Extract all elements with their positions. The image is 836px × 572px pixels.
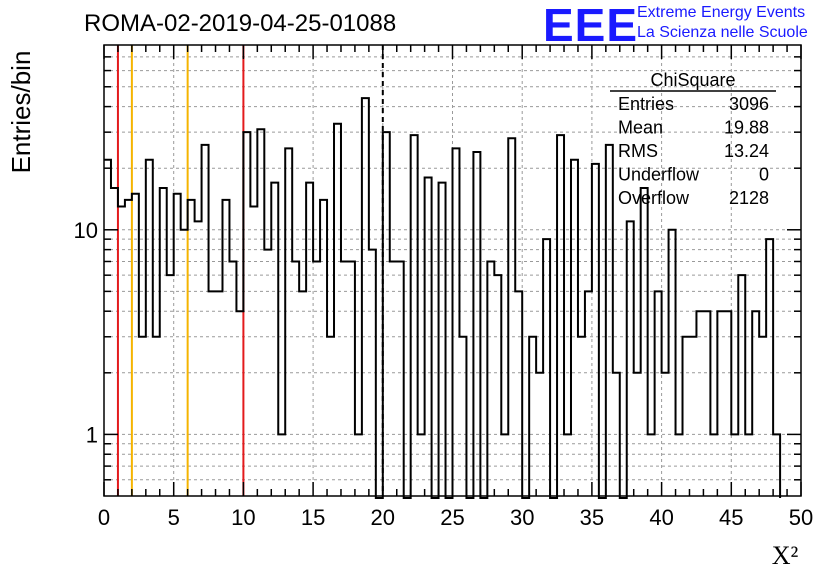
eee-logo-mark: EEE — [543, 0, 639, 51]
x-tick-label: 45 — [719, 505, 743, 530]
stats-value: 19.88 — [724, 118, 769, 138]
stats-label: RMS — [618, 141, 658, 161]
x-tick-label: 40 — [649, 505, 673, 530]
x-tick-label: 25 — [440, 505, 464, 530]
x-tick-label: 15 — [301, 505, 325, 530]
stats-value: 13.24 — [724, 141, 769, 161]
logo-line-1: Extreme Energy Events — [637, 4, 806, 21]
stats-label: Underflow — [618, 165, 700, 185]
x-tick-label: 5 — [168, 505, 180, 530]
x-tick-label: 50 — [789, 505, 813, 530]
threshold-lines — [116, 45, 384, 496]
y-tick-label: 1 — [86, 422, 98, 447]
x-tick-label: 30 — [510, 505, 534, 530]
stats-label: Mean — [618, 118, 663, 138]
stats-box: ChiSquare Entries 3096 Mean 19.88 RMS 13.24 Und… — [610, 70, 776, 208]
stats-label: Overflow — [618, 188, 690, 208]
histogram-outline — [104, 97, 782, 499]
y-tick-label: 10 — [74, 218, 98, 243]
stats-label: Entries — [618, 94, 674, 114]
x-tick-label: 0 — [98, 505, 110, 530]
chart-title: ROMA-02-2019-04-25-01088 — [84, 10, 397, 37]
x-tick-label: 10 — [231, 505, 255, 530]
tick-labels: 0 5 10 15 20 25 30 35 40 45 50 1 10 — [74, 218, 814, 530]
stats-value: 3096 — [729, 94, 769, 114]
y-axis-label: Entries/bin — [6, 51, 36, 174]
x-tick-label: 35 — [580, 505, 604, 530]
logo-line-2: La Scienza nelle Scuole — [637, 24, 808, 41]
x-tick-label: 20 — [371, 505, 395, 530]
stats-title: ChiSquare — [650, 70, 735, 90]
axis-ticks — [103, 45, 802, 496]
x-axis-label: X² — [772, 541, 799, 570]
stats-value: 2128 — [729, 188, 769, 208]
stats-value: 0 — [759, 165, 769, 185]
